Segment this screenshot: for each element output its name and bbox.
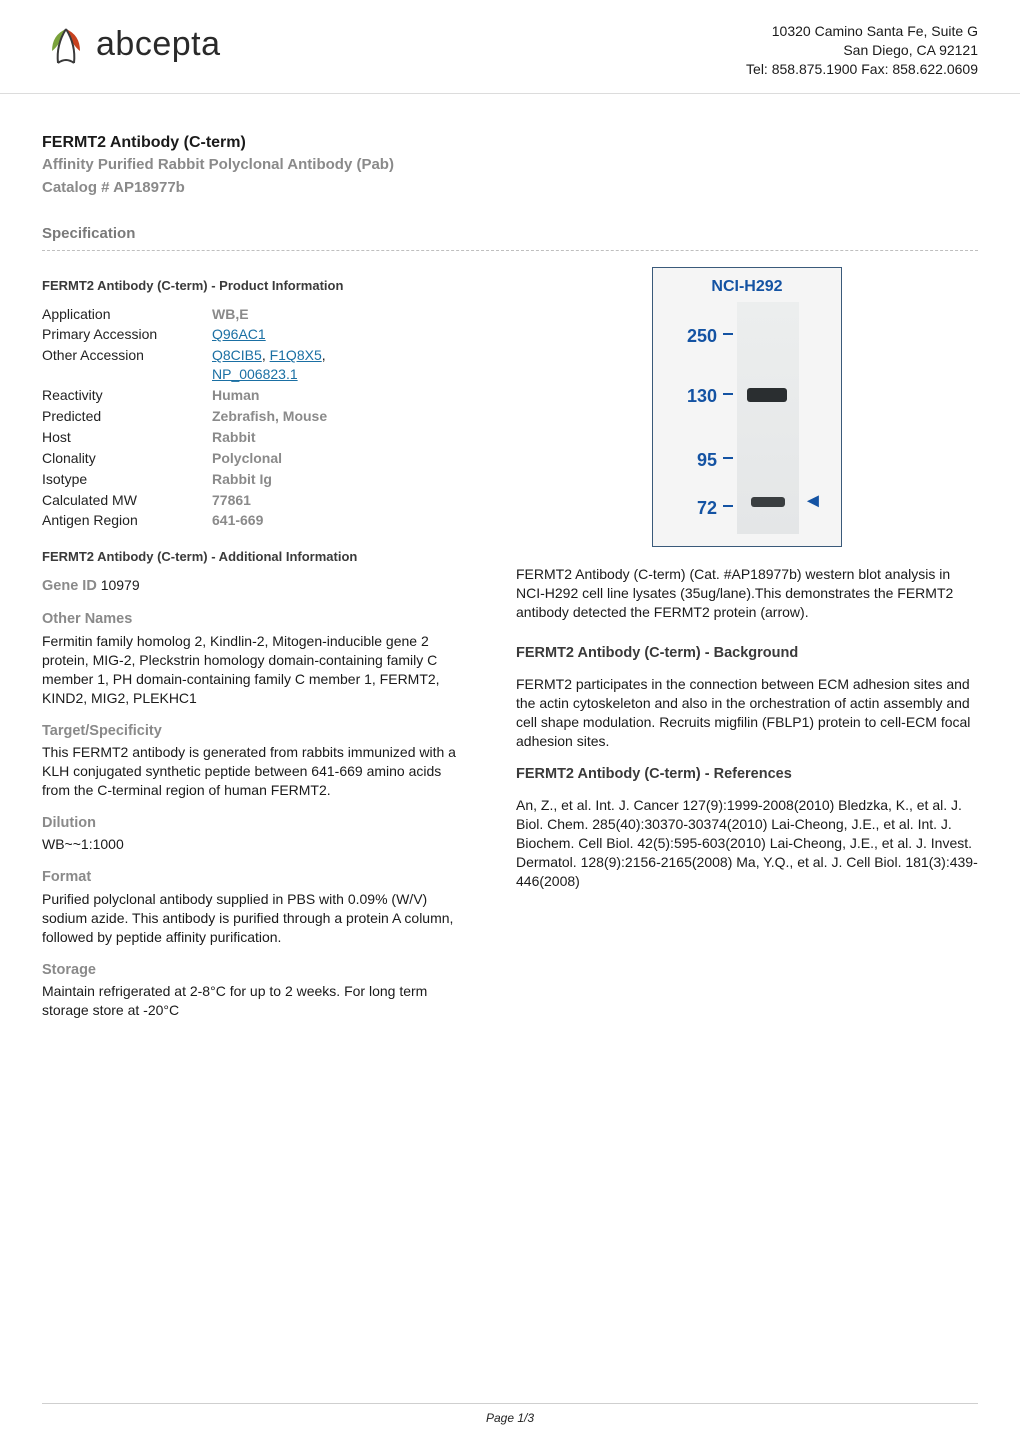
page-header: abcepta 10320 Camino Santa Fe, Suite G S… (0, 0, 1020, 94)
accession-link[interactable]: Q96AC1 (212, 326, 266, 342)
page-footer: Page 1/3 (0, 1403, 1020, 1426)
dashed-divider (42, 250, 978, 251)
left-column: FERMT2 Antibody (C-term) - Product Infor… (42, 277, 472, 1020)
figure-caption: FERMT2 Antibody (C-term) (Cat. #AP18977b… (516, 565, 978, 622)
wb-tick-icon (723, 457, 733, 459)
additional-info-heading: FERMT2 Antibody (C-term) - Additional In… (42, 548, 472, 566)
logo-icon (42, 23, 90, 67)
kv-value: Rabbit (212, 428, 472, 447)
wb-band (747, 388, 787, 402)
product-info-table: Application WB,E Primary Accession Q96AC… (42, 305, 472, 531)
other-names-text: Fermitin family homolog 2, Kindlin-2, Mi… (42, 632, 472, 708)
kv-key: Reactivity (42, 386, 212, 405)
kv-value: WB,E (212, 305, 472, 324)
product-catalog: Catalog # AP18977b (42, 178, 978, 198)
background-heading: FERMT2 Antibody (C-term) - Background (516, 644, 978, 664)
wb-marker-label: 130 (667, 384, 717, 408)
kv-value: 77861 (212, 491, 472, 510)
kv-key: Calculated MW (42, 491, 212, 510)
specification-heading: Specification (42, 224, 978, 244)
wb-marker-label: 95 (667, 448, 717, 472)
background-text: FERMT2 participates in the connection be… (516, 675, 978, 751)
product-info-heading: FERMT2 Antibody (C-term) - Product Infor… (42, 277, 472, 295)
address-line: San Diego, CA 92121 (746, 41, 978, 60)
wb-band (751, 497, 785, 507)
wb-tick-icon (723, 333, 733, 335)
logo-text: abcepta (96, 22, 221, 68)
text-sep: , (262, 347, 270, 363)
storage-text: Maintain refrigerated at 2-8°C for up to… (42, 982, 472, 1020)
target-text: This FERMT2 antibody is generated from r… (42, 743, 472, 800)
kv-value: Zebrafish, Mouse (212, 407, 472, 426)
footer-divider (42, 1403, 978, 1404)
kv-key: Clonality (42, 449, 212, 468)
wb-tick-icon (723, 505, 733, 507)
right-column: NCI-H292 250 130 95 72 ◄ FERMT2 Antibody (C… (516, 277, 978, 1020)
kv-key: Other Accession (42, 346, 212, 384)
wb-marker-label: 250 (667, 324, 717, 348)
kv-value: Human (212, 386, 472, 405)
storage-label: Storage (42, 961, 472, 981)
kv-value: 641-669 (212, 511, 472, 530)
gene-id-line: Gene ID 10979 (42, 576, 472, 597)
wb-arrow-icon: ◄ (803, 488, 823, 515)
accession-link[interactable]: NP_006823.1 (212, 366, 298, 382)
kv-key: Primary Accession (42, 325, 212, 344)
other-names-label: Other Names (42, 610, 472, 630)
wb-tick-icon (723, 393, 733, 395)
product-title: FERMT2 Antibody (C-term) (42, 132, 978, 154)
references-text: An, Z., et al. Int. J. Cancer 127(9):199… (516, 796, 978, 890)
references-heading: FERMT2 Antibody (C-term) - References (516, 765, 978, 785)
page-number: Page 1/3 (486, 1411, 534, 1425)
address-line: Tel: 858.875.1900 Fax: 858.622.0609 (746, 60, 978, 79)
dilution-text: WB~~1:1000 (42, 835, 472, 854)
format-label: Format (42, 868, 472, 888)
logo-block: abcepta (42, 22, 221, 68)
western-blot-figure: NCI-H292 250 130 95 72 ◄ (652, 267, 842, 547)
accession-link[interactable]: Q8CIB5 (212, 347, 262, 363)
gene-id-label: Gene ID (42, 578, 97, 594)
dilution-label: Dilution (42, 814, 472, 834)
product-subtitle: Affinity Purified Rabbit Polyclonal Anti… (42, 155, 978, 175)
gene-id-value: 10979 (101, 577, 140, 593)
format-text: Purified polyclonal antibody supplied in… (42, 890, 472, 947)
text-sep: , (322, 347, 326, 363)
kv-key: Host (42, 428, 212, 447)
kv-value: Rabbit Ig (212, 470, 472, 489)
wb-marker-label: 72 (667, 496, 717, 520)
kv-key: Predicted (42, 407, 212, 426)
address-line: 10320 Camino Santa Fe, Suite G (746, 22, 978, 41)
kv-value: Q8CIB5, F1Q8X5, NP_006823.1 (212, 346, 472, 384)
kv-key: Antigen Region (42, 511, 212, 530)
kv-key: Isotype (42, 470, 212, 489)
accession-link[interactable]: F1Q8X5 (270, 347, 322, 363)
company-address: 10320 Camino Santa Fe, Suite G San Diego… (746, 22, 978, 79)
kv-value: Q96AC1 (212, 325, 472, 344)
kv-value: Polyclonal (212, 449, 472, 468)
wb-marker-column: 250 130 95 72 (667, 308, 717, 532)
kv-key: Application (42, 305, 212, 324)
target-label: Target/Specificity (42, 722, 472, 742)
wb-lane-label: NCI-H292 (653, 276, 841, 298)
